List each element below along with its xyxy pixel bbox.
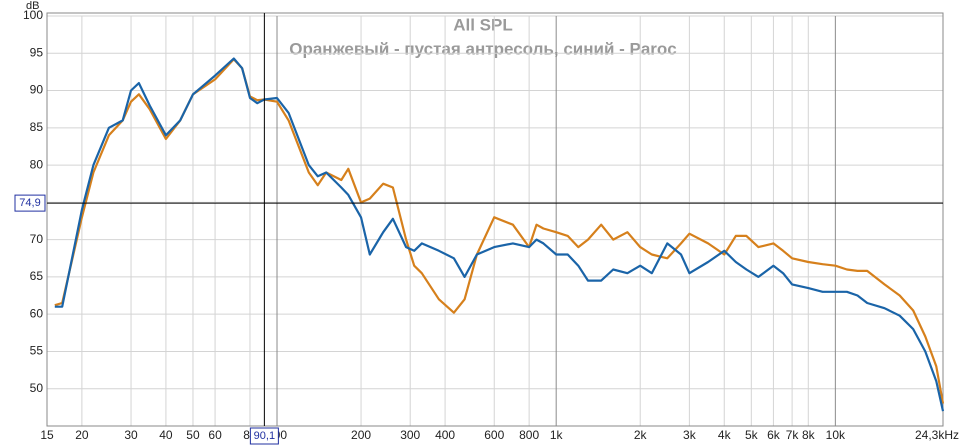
x-tick-label: 6k (767, 428, 781, 442)
cursor-box (249, 427, 279, 445)
x-tick-label: 8k (802, 428, 816, 442)
plot-frame (46, 12, 944, 427)
y-axis-label: dB (26, 0, 39, 12)
y-tick-label: 90 (30, 83, 44, 97)
x-tick-label: 20 (75, 428, 89, 442)
x-tick-label: 600 (484, 428, 504, 442)
y-tick-label: 65 (30, 269, 44, 283)
x-tick-label: 40 (159, 428, 173, 442)
chart-subtitle: Оранжевый - пустая антресоль, синий - Pa… (289, 39, 677, 58)
x-tick-label: 7k (786, 428, 800, 442)
x-tick-label: 400 (435, 428, 455, 442)
y-tick-label: 50 (30, 381, 44, 395)
x-tick-label: 60 (208, 428, 222, 442)
x-tick-label: 1k (550, 428, 564, 442)
y-tick-label: 55 (30, 344, 44, 358)
y-tick-label: 80 (30, 157, 44, 171)
x-tick-label: 24,3kHz (915, 428, 959, 442)
x-tick-label: 10k (826, 428, 846, 442)
y-tick-label: 95 (30, 45, 44, 59)
x-tick-label: 5k (745, 428, 759, 442)
cursor-box (14, 194, 46, 212)
x-tick-label: 4k (718, 428, 732, 442)
y-tick-label: 85 (30, 120, 44, 134)
y-tick-label: 60 (30, 306, 44, 320)
chart-title: All SPL (453, 15, 513, 34)
y-tick-label: 100 (23, 8, 43, 22)
x-tick-label: 800 (519, 428, 539, 442)
x-tick-label: 15 (40, 428, 54, 442)
x-tick-label: 50 (186, 428, 200, 442)
x-tick-label: 300 (400, 428, 420, 442)
x-tick-label: 30 (124, 428, 138, 442)
cursor-label: 74,9 (19, 197, 40, 209)
x-tick-label: 200 (351, 428, 371, 442)
line-series (54, 58, 945, 404)
line-series (54, 57, 945, 412)
x-tick-label: 2k (634, 428, 648, 442)
x-tick-label: 3k (683, 428, 697, 442)
y-tick-label: 70 (30, 232, 44, 246)
cursor-label: 90,1 (254, 430, 275, 442)
